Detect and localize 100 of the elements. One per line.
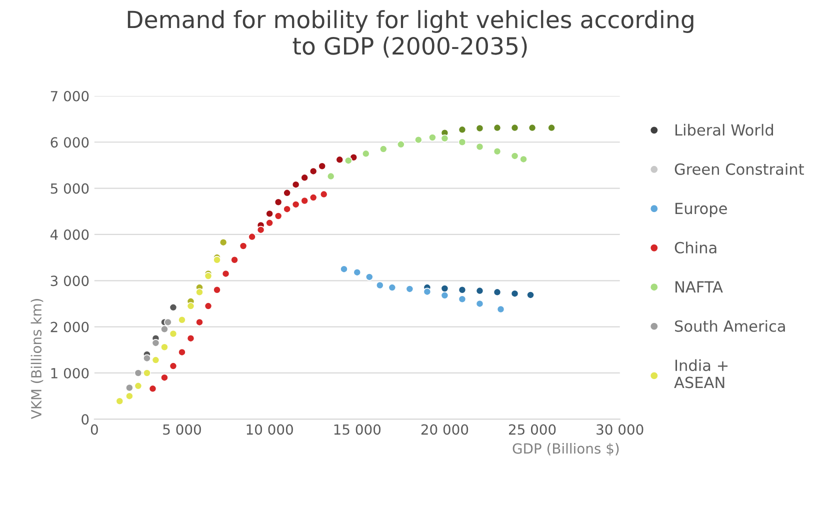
y-tick-label: 5 000 [50,183,89,194]
point [204,302,212,310]
point [493,147,502,156]
x-tick-label: 5 000 [163,424,201,435]
legend-label: Green Constraint [674,163,804,175]
y-tick-label: 3 000 [50,276,89,286]
point [440,134,449,142]
point [142,369,151,377]
point [219,238,228,246]
point [248,232,256,241]
point [178,348,186,356]
point [458,295,466,304]
point [178,316,186,324]
legend-label: Liberal World [675,124,773,136]
x-tick-label: 30 000 [596,424,644,435]
point [423,288,432,296]
point [283,205,292,214]
x-tick-label: 0 [90,424,98,435]
chart-title: Demand for mobility for light vehicles according to GDP (2000-2035) [128,10,694,58]
point [292,200,300,208]
y-tick-label: 4 000 [50,229,89,240]
point [142,354,151,362]
point [274,212,282,220]
point [148,384,157,393]
point [213,286,221,294]
point [379,145,388,154]
point [309,194,318,202]
point [152,339,160,347]
legend-label: India + ASEAN [674,359,728,388]
y-tick-label: 2 000 [50,322,89,332]
y-tick-label: 6 000 [50,137,89,148]
point [510,152,519,160]
y-tick-label: 7 000 [50,90,89,102]
point [440,284,449,292]
point [152,356,160,364]
point [520,155,528,164]
point [406,284,414,293]
legend-label: China [674,242,716,254]
point [134,382,142,390]
point [125,392,134,400]
point [274,198,282,206]
point [428,134,436,142]
point [169,362,178,370]
point [186,302,195,310]
point [440,291,449,300]
x-tick-label: 25 000 [509,424,556,435]
point [414,136,422,144]
point [160,343,168,352]
point [160,374,168,382]
point [292,180,300,189]
point [365,272,374,281]
point [548,124,556,132]
point [458,138,466,146]
point [196,318,204,326]
point [309,167,318,176]
point [344,156,352,165]
point [204,272,212,280]
point [164,318,172,326]
point [528,124,536,132]
point [196,288,204,296]
x-tick-label: 10 000 [246,424,293,435]
point [318,162,326,170]
point [458,286,466,294]
point [222,270,230,278]
point [300,174,309,182]
x-tick-label: 20 000 [421,424,468,435]
point [396,140,405,148]
point [256,226,265,234]
point [336,156,344,164]
point [266,210,274,218]
point [326,172,335,180]
point [169,330,178,338]
point [169,303,178,312]
point [526,290,534,299]
point [376,281,384,290]
point [493,124,502,132]
point [458,126,466,134]
point [476,286,484,295]
legend-label: Europe [675,202,727,218]
point [353,268,362,276]
y-tick-label: 1 000 [51,368,89,378]
legend-label: South America [675,320,785,332]
point [476,142,484,151]
point [230,256,238,264]
point [125,384,134,392]
point [186,334,195,342]
point [340,265,348,274]
point [320,190,328,198]
legend-label: NAFTA [675,281,723,292]
point [476,300,484,308]
point [476,124,484,132]
x-axis-title: GDP (Billions $) [512,443,619,456]
point [388,284,396,292]
point [160,325,168,334]
point [496,305,505,314]
point [213,256,221,264]
point [362,150,370,158]
point [510,290,519,298]
point [493,288,502,296]
point [134,369,142,377]
